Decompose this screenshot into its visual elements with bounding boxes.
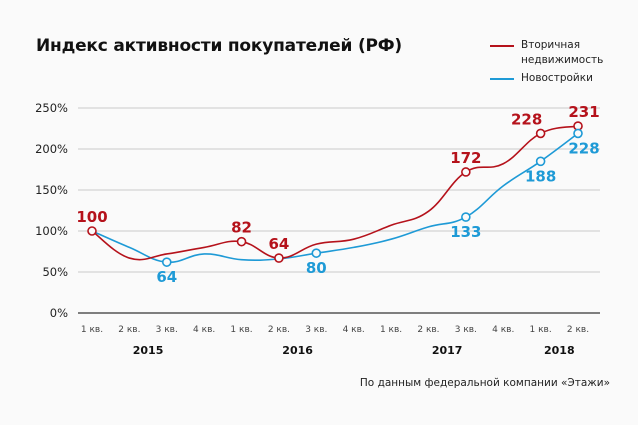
data-label-secondary: 231: [568, 103, 599, 121]
marker-new: [161, 257, 172, 267]
series-lines: [91, 125, 579, 264]
y-tick-label: 250%: [35, 101, 68, 115]
marker-new: [461, 212, 471, 222]
marker-new: [573, 128, 583, 139]
legend-swatch-new: [490, 78, 514, 80]
y-axis-ticks: 0% 50% 100% 150% 200% 250%: [35, 101, 68, 320]
series-markers: [87, 121, 583, 267]
marker-secondary: [535, 128, 546, 139]
x-tick-label: 3 кв.: [156, 325, 178, 335]
legend-label-secondary-line2: недвижимость: [521, 54, 604, 66]
legend-item-secondary: Вторичная недвижимость: [490, 38, 603, 68]
year-label: 2017: [432, 344, 463, 357]
x-tick-label: 1 кв.: [230, 325, 252, 335]
line-new: [91, 132, 579, 264]
legend-swatch-secondary: [490, 45, 514, 47]
marker-secondary: [461, 167, 471, 177]
grid: [78, 107, 600, 314]
year-label: 2015: [133, 344, 164, 357]
legend-label-secondary-line1: Вторичная: [521, 39, 581, 51]
data-label-new: 64: [156, 268, 177, 286]
legend: Вторичная недвижимость Новостройки: [490, 38, 603, 89]
data-label-new: 133: [450, 223, 481, 241]
marker-new: [311, 248, 322, 258]
chart-title: Индекс активности покупателей (РФ): [36, 36, 402, 56]
marker-new: [535, 156, 546, 167]
x-tick-label: 4 кв.: [492, 325, 514, 335]
data-label-secondary: 172: [450, 149, 481, 167]
legend-label-new: Новостройки: [521, 72, 593, 84]
marker-secondary: [274, 253, 284, 263]
x-tick-label: 4 кв.: [193, 325, 215, 335]
data-labels: 100 82 64 172 228 231 64 80 133 188 228: [76, 103, 599, 286]
y-tick-label: 100%: [35, 224, 68, 238]
line-secondary: [91, 125, 579, 261]
year-labels: 2015 2016 2017 2018: [133, 344, 575, 357]
marker-secondary: [87, 226, 97, 236]
data-label-new: 188: [525, 167, 556, 185]
x-tick-label: 2 кв.: [268, 325, 290, 335]
data-label-secondary: 64: [268, 235, 289, 253]
x-tick-label: 3 кв.: [305, 325, 327, 335]
data-label-new: 80: [306, 259, 327, 277]
x-tick-label: 2 кв.: [417, 325, 439, 335]
x-tick-label: 2 кв.: [567, 325, 589, 335]
y-tick-label: 150%: [35, 183, 68, 197]
x-tick-label: 1 кв.: [380, 325, 402, 335]
data-label-secondary: 82: [231, 219, 252, 237]
x-tick-label: 1 кв.: [530, 325, 552, 335]
x-tick-label: 3 кв.: [455, 325, 477, 335]
year-label: 2018: [544, 344, 575, 357]
data-label-secondary: 228: [511, 110, 542, 128]
x-tick-label: 4 кв.: [343, 325, 365, 335]
x-tick-label: 1 кв.: [81, 325, 103, 335]
y-tick-label: 200%: [35, 142, 68, 156]
x-axis-ticks: 1 кв. 2 кв. 3 кв. 4 кв. 1 кв. 2 кв. 3 кв. 4 кв.…: [81, 325, 589, 335]
year-label: 2016: [282, 344, 313, 357]
x-tick-label: 2 кв.: [118, 325, 140, 335]
y-tick-label: 0%: [50, 306, 68, 320]
marker-secondary: [236, 236, 247, 247]
data-label-new: 228: [568, 139, 599, 157]
legend-item-new: Новостройки: [490, 71, 603, 86]
source-note: По данным федеральной компании «Этажи»: [359, 377, 610, 389]
data-label-secondary: 100: [76, 208, 107, 226]
y-tick-label: 50%: [42, 265, 68, 279]
